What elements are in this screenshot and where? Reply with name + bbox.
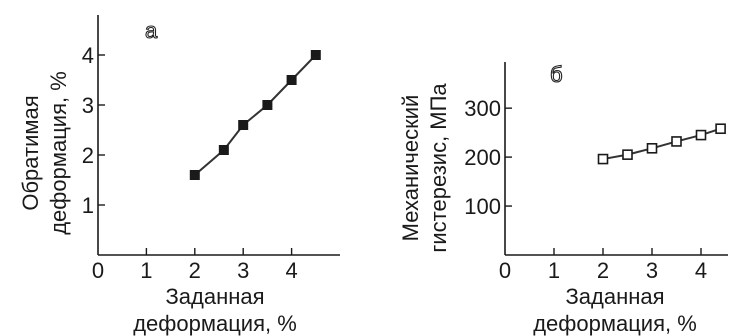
data-point-a-5 <box>310 50 321 60</box>
y-tick-label-a-1: 2 <box>82 143 94 168</box>
panel-label-a: а <box>145 18 158 43</box>
marks-a: 0 1 2 3 4 1 2 3 4 <box>82 43 321 283</box>
y-axis-label-a-line1: Обратимая <box>18 95 43 210</box>
y-tick-label-b-2: 300 <box>464 96 501 121</box>
data-point-b-4 <box>695 129 707 141</box>
marks-b: 0 1 2 3 4 100 200 300 <box>464 96 726 283</box>
data-point-b-5 <box>715 123 726 135</box>
y-axis-label-b-line1: Механический <box>398 95 423 242</box>
y-tick-label-a-0: 1 <box>82 193 94 218</box>
x-tick-label-a-3: 3 <box>237 258 249 283</box>
x-tick-label-b-1: 1 <box>548 258 560 283</box>
y-axis-label-a-line2: деформация, % <box>46 71 71 235</box>
y-tick-label-a-2: 3 <box>82 93 94 118</box>
x-axis-label-b-line1: Заданная <box>565 284 664 309</box>
x-tick-label-a-1: 1 <box>140 258 152 283</box>
x-tick-label-b-2: 2 <box>597 258 609 283</box>
chart-panel-a: а Обратимая деформация, % 0 1 2 3 4 1 2 3 4 Зада… <box>18 15 340 336</box>
y-tick-label-a-3: 4 <box>82 43 94 68</box>
panel-label-b: б <box>550 62 563 87</box>
x-axis-label-a-line1: Заданная <box>165 284 264 309</box>
data-point-a-3 <box>262 100 273 110</box>
y-tick-label-b-1: 200 <box>464 145 501 170</box>
x-axis-label-b-line2: деформация, % <box>533 311 697 336</box>
x-tick-label-a-4: 4 <box>285 258 297 283</box>
data-point-a-2 <box>238 120 249 130</box>
data-point-b-1 <box>622 149 633 160</box>
data-point-a-0 <box>189 170 200 180</box>
data-point-b-2 <box>646 142 658 154</box>
data-point-a-1 <box>218 145 229 155</box>
data-point-a-4 <box>286 75 297 85</box>
data-point-b-3 <box>671 136 682 147</box>
x-tick-label-a-2: 2 <box>189 258 201 283</box>
chart-panel-b: б Механический гистерезис, МПа 0 1 2 3 4 100 2… <box>398 61 728 336</box>
y-axis-label-b-line2: гистерезис, МПа <box>426 83 451 253</box>
x-tick-label-a-0: 0 <box>92 258 104 283</box>
y-tick-label-b-0: 100 <box>464 194 501 219</box>
series-line-a-0 <box>194 54 317 176</box>
x-axis-label-a-line2: деформация, % <box>133 311 297 336</box>
data-point-b-0 <box>597 153 609 165</box>
x-tick-label-b-3: 3 <box>646 258 658 283</box>
x-tick-label-b-4: 4 <box>695 258 707 283</box>
x-tick-label-b-0: 0 <box>499 258 511 283</box>
